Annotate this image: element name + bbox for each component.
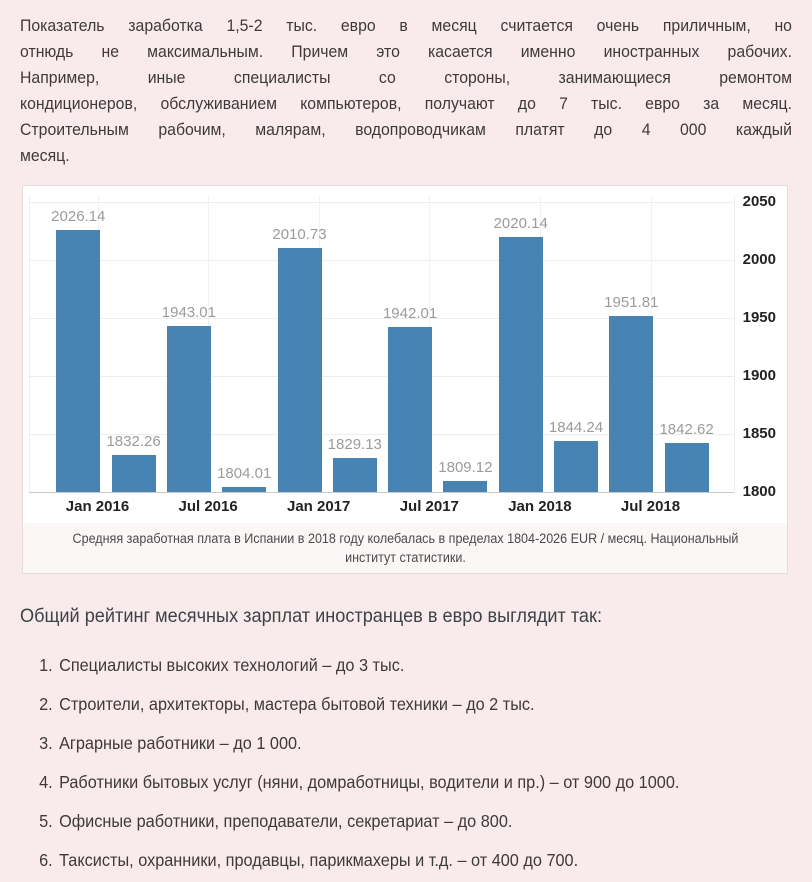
y-tick-label: 1900: [742, 367, 776, 384]
intro-line: кондиционеров, обслуживанием компьютеров…: [20, 94, 792, 113]
chart-caption-text: Средняя заработная плата в Испании в 201…: [24, 529, 788, 567]
y-tick-label: 2050: [742, 193, 776, 210]
y-tick-label: 1800: [742, 483, 776, 500]
x-tick-label: Jul 2016: [178, 498, 238, 515]
bar-value-label: 2020.14: [493, 214, 548, 232]
intro-paragraph: Показатель заработка 1,5-2 тыс. евро в м…: [20, 13, 792, 169]
y-tick-label: 2000: [742, 251, 776, 268]
bar: [609, 315, 654, 492]
bar: [388, 327, 433, 492]
caption-line: институт статистики.: [345, 550, 466, 565]
intro-line: Показатель заработка 1,5-2 тыс. евро в м…: [20, 16, 792, 35]
rating-list-item: Таксисты, охранники, продавцы, парикмахе…: [57, 850, 792, 871]
chart-caption: Средняя заработная плата в Испании в 201…: [23, 523, 787, 573]
rating-heading: Общий рейтинг месячных зарплат иностранц…: [20, 605, 602, 627]
h-gridline: [29, 260, 734, 261]
intro-line: Строительным рабочим, малярам, водопрово…: [20, 120, 792, 139]
bar-value-label: 1842.62: [659, 420, 714, 438]
rating-list-item: Строители, архитекторы, мастера бытовой …: [57, 694, 792, 715]
bar-value-label: 2010.73: [272, 225, 327, 243]
rating-list-item: Специалисты высоких технологий – до 3 ты…: [57, 655, 792, 676]
rating-list-item: Аграрные работники – до 1 000.: [57, 733, 792, 754]
bar-value-label: 1809.12: [438, 459, 493, 477]
intro-line: отнюдь не максимальным. Причем это касае…: [20, 42, 792, 61]
rating-list: Специалисты высоких технологий – до 3 ты…: [20, 655, 792, 871]
x-tick-label: Jul 2017: [399, 498, 459, 515]
bar: [277, 247, 322, 492]
y-tick-label: 1850: [742, 425, 776, 442]
h-gridline: [29, 434, 734, 435]
bar: [554, 440, 598, 492]
bar-value-label: 2026.14: [51, 207, 106, 225]
h-gridline: [29, 376, 734, 377]
bar-value-label: 1844.24: [548, 418, 604, 436]
chart-area: 2050 2000 1950 1900 1850 1800 Jan 2016 Jul 2016…: [23, 186, 787, 523]
bar: [332, 458, 377, 492]
bar: [498, 236, 543, 492]
plot-left-border: [29, 196, 30, 492]
plot-right-border: [734, 196, 735, 492]
bar-value-label: 1943.01: [161, 304, 216, 322]
bar-value-label: 1829.13: [327, 436, 382, 454]
bar: [56, 229, 101, 492]
bar-value-label: 1804.01: [217, 465, 272, 483]
bar: [111, 454, 156, 492]
rating-list-item: Офисные работники, преподаватели, секрет…: [57, 811, 792, 832]
bar: [443, 481, 488, 492]
x-tick-label: Jan 2017: [286, 498, 351, 515]
rating-list-wrap: Специалисты высоких технологий – до 3 ты…: [20, 655, 792, 871]
caption-line: Средняя заработная плата в Испании в 201…: [72, 531, 739, 546]
h-gridline: [29, 318, 734, 319]
x-tick-label: Jul 2018: [620, 498, 681, 515]
bar-value-label: 1942.01: [382, 305, 438, 323]
bar: [166, 326, 211, 492]
x-tick-label: Jan 2018: [508, 498, 572, 515]
wage-chart-figure: 2050 2000 1950 1900 1850 1800 Jan 2016 Jul 2016…: [22, 185, 788, 574]
rating-heading-wrap: Общий рейтинг месячных зарплат иностранц…: [20, 604, 792, 629]
bar-value-label: 1832.26: [106, 432, 161, 450]
y-tick-label: 1950: [742, 309, 776, 326]
bar: [222, 487, 267, 492]
bar: [664, 442, 709, 492]
intro-line: месяц.: [20, 146, 70, 165]
h-gridline: [29, 202, 734, 203]
bar-value-label: 1951.81: [604, 293, 659, 311]
intro-line: Например, иные специалисты со стороны, з…: [20, 68, 792, 87]
x-tick-label: Jan 2016: [65, 498, 130, 515]
rating-list-item: Работники бытовых услуг (няни, домработн…: [57, 772, 792, 793]
h-gridline: [29, 492, 734, 493]
